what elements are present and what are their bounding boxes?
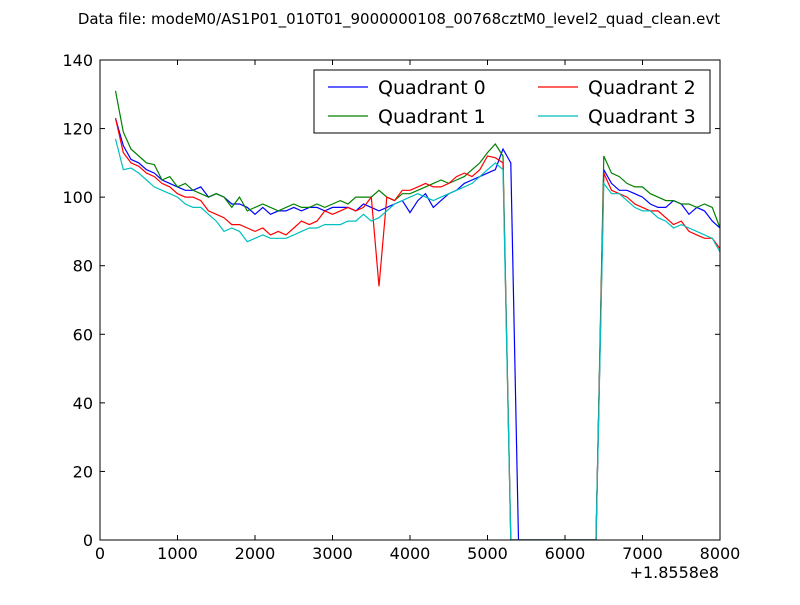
legend-label-quadrant-0: Quadrant 0 [378, 77, 486, 99]
x-tick-label: 5000 [467, 544, 508, 563]
series-line-quadrant-0 [114, 118, 720, 540]
chart-title: Data file: modeM0/AS1P01_010T01_90000001… [78, 10, 720, 29]
x-tick-label: 7000 [622, 544, 663, 563]
x-tick-label: 4000 [390, 544, 431, 563]
series-line-quadrant-2 [114, 118, 720, 540]
legend: Quadrant 0 Quadrant 1 Quadrant 2 Quadrant 3 [313, 69, 711, 134]
x-tick-label: 0 [95, 544, 105, 563]
plot-area [114, 90, 720, 540]
series-line-quadrant-1 [114, 90, 720, 540]
x-tick-label: 3000 [312, 544, 353, 563]
y-tick-label: 40 [73, 394, 93, 413]
y-tick-label: 60 [73, 325, 93, 344]
legend-label-quadrant-2: Quadrant 2 [588, 77, 696, 99]
x-tick-label: 1000 [157, 544, 198, 563]
legend-box [313, 69, 711, 134]
y-tick-label: 20 [73, 462, 93, 481]
y-tick-label: 0 [83, 531, 93, 550]
x-tick-label: 2000 [235, 544, 276, 563]
y-tick-label: 120 [62, 120, 93, 139]
legend-label-quadrant-3: Quadrant 3 [588, 106, 696, 128]
axes: 0 1000 2000 3000 4000 5000 6000 7000 8000 0 20 40 60… [62, 51, 740, 563]
y-tick-label: 140 [62, 51, 93, 70]
x-tick-label: 6000 [545, 544, 586, 563]
y-tick-label: 80 [73, 257, 93, 276]
series-line-quadrant-3 [114, 138, 720, 540]
legend-label-quadrant-1: Quadrant 1 [378, 106, 486, 128]
x-tick-label: 8000 [700, 544, 741, 563]
x-axis-offset-label: +1.8558e8 [630, 563, 719, 582]
y-tick-label: 100 [62, 188, 93, 207]
